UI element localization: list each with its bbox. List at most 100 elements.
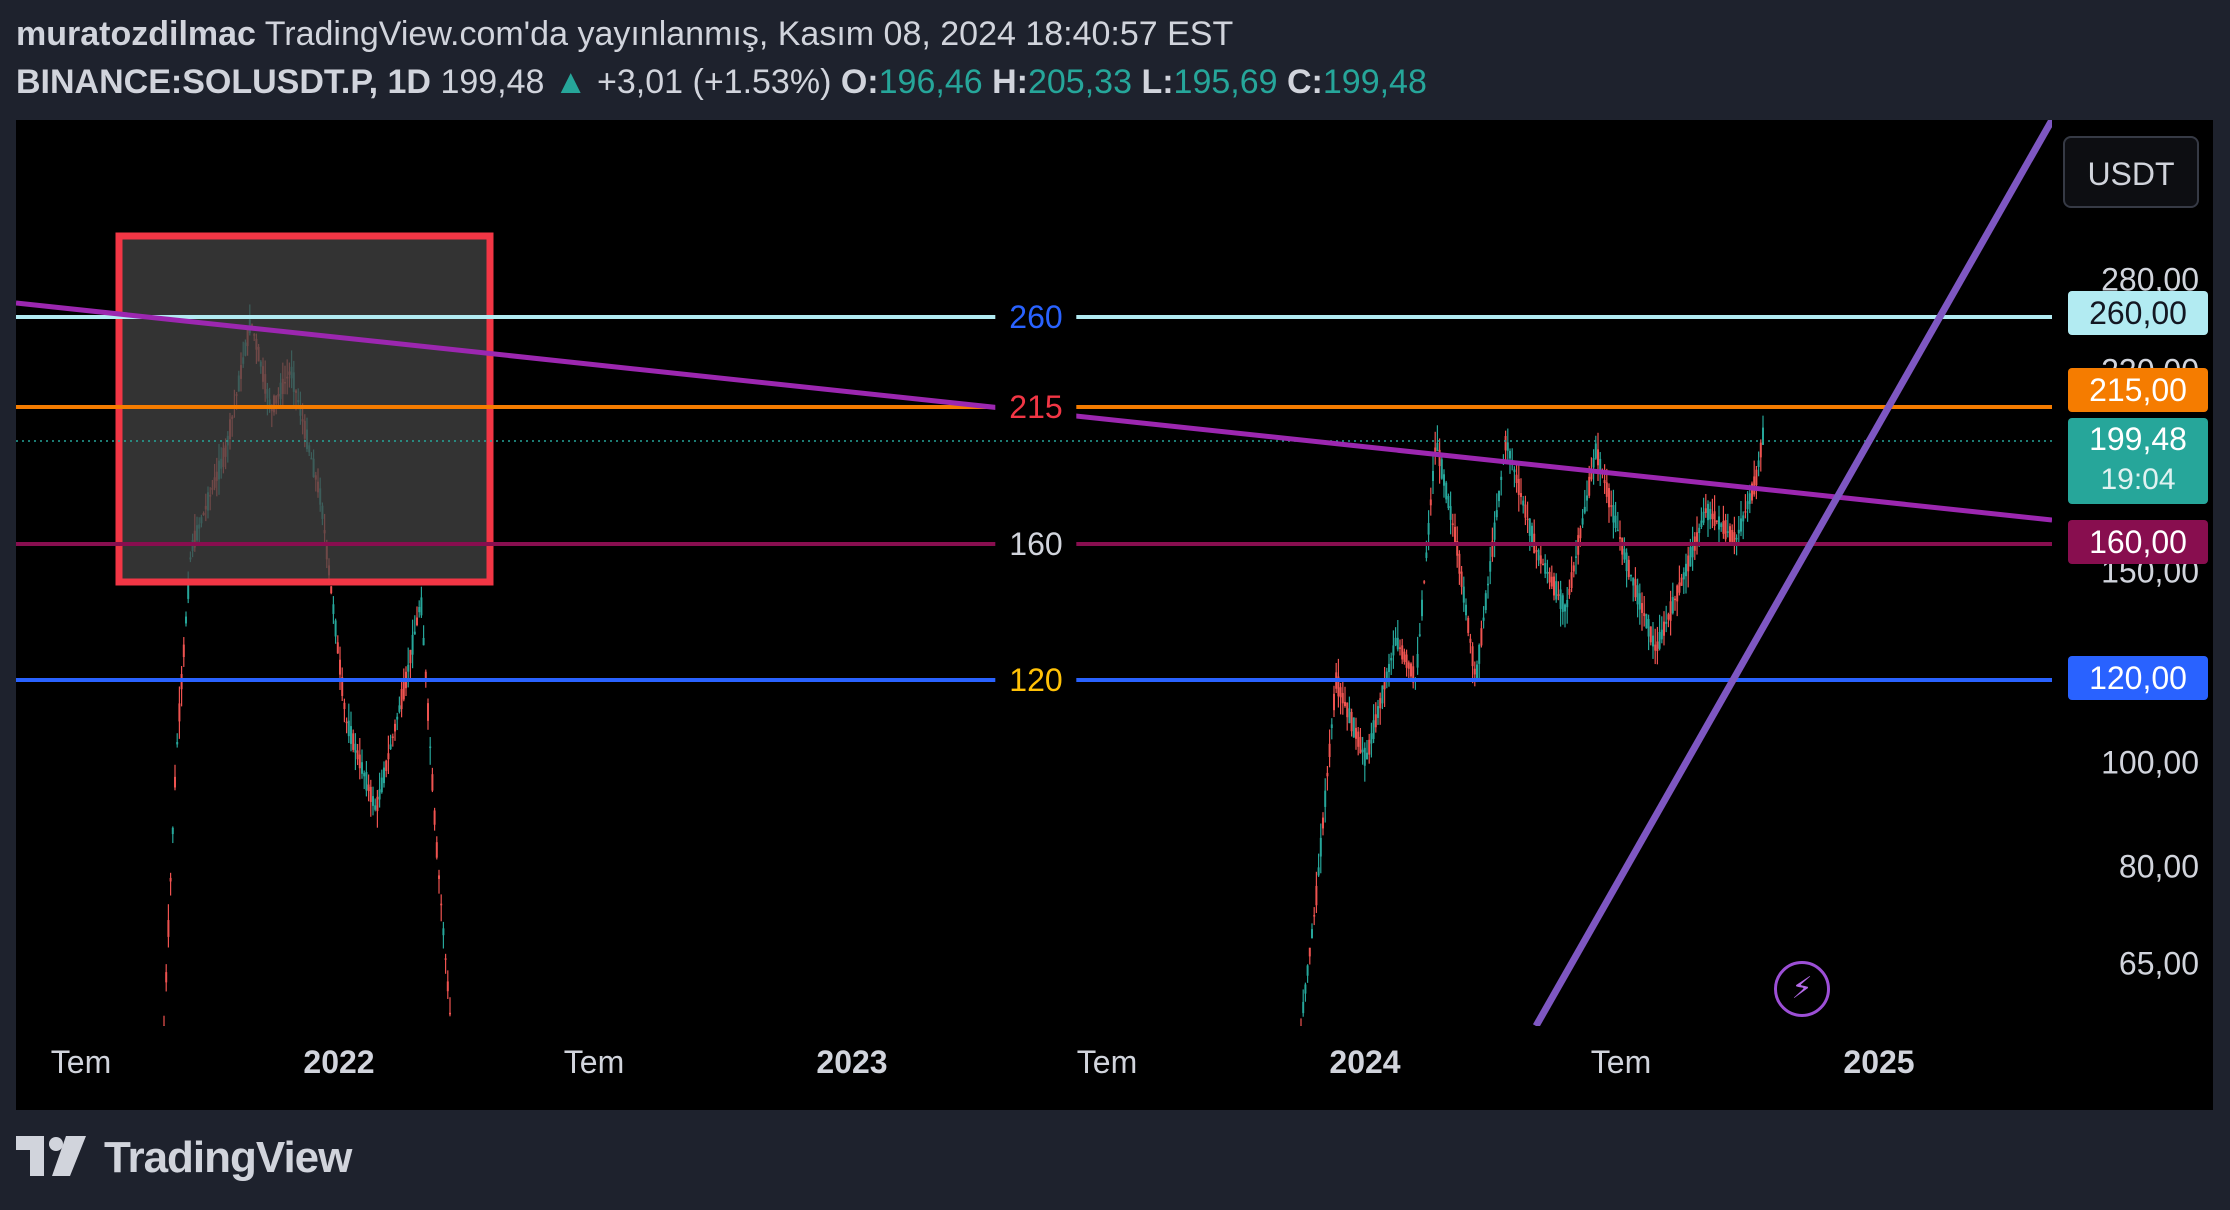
- candle-body: [343, 702, 346, 710]
- candle-body: [1484, 593, 1487, 611]
- plot-area[interactable]: 260 215 160 120: [16, 120, 2052, 1026]
- chart-area[interactable]: 260 215 160 120 280,00 230,00 150,00 100…: [16, 120, 2213, 1110]
- candle-body: [1500, 476, 1503, 480]
- candle-body: [1372, 720, 1375, 739]
- candle-body: [1429, 499, 1432, 506]
- candle-body: [422, 637, 425, 646]
- candle-body: [347, 720, 350, 737]
- candle-body: [427, 703, 429, 721]
- candle-body: [449, 1012, 451, 1015]
- currency-button[interactable]: USDT: [2063, 136, 2199, 208]
- candle-body: [1625, 552, 1628, 572]
- candle-body: [1337, 676, 1340, 697]
- candle-body: [358, 754, 361, 769]
- candle-body: [444, 958, 447, 960]
- candle-body: [1588, 476, 1591, 496]
- candle-body: [1328, 743, 1331, 757]
- candle-body: [1566, 600, 1569, 608]
- candle-body: [1357, 731, 1360, 747]
- author-name[interactable]: muratozdilmac: [16, 15, 256, 53]
- candle-body: [1399, 647, 1401, 649]
- candle-body: [339, 659, 341, 675]
- candle-body: [1590, 469, 1593, 480]
- candle-body: [1425, 552, 1428, 558]
- candle-body: [1412, 666, 1415, 683]
- candle-body: [1720, 523, 1723, 527]
- candle-body: [1608, 488, 1610, 508]
- candle-body: [411, 634, 414, 655]
- candle-body: [1656, 641, 1659, 652]
- candle-body: [1436, 442, 1439, 452]
- level-label-160: 160: [995, 526, 1077, 562]
- candle-body: [1641, 603, 1643, 613]
- lightning-icon[interactable]: ⚡: [1774, 961, 1830, 1017]
- candle-body: [418, 606, 421, 613]
- level-label-215: 215: [995, 389, 1077, 425]
- candle-body: [1638, 593, 1641, 610]
- time-axis[interactable]: Tem 2022 Tem 2023 Tem 2024 Tem 2025: [16, 1026, 2052, 1110]
- candle-body: [176, 741, 179, 745]
- publish-date: TradingView.com'da yayınlanmış, Kasım 08…: [255, 15, 1234, 53]
- candle-body: [1610, 505, 1613, 507]
- current-price-badge: 199,48 19:04: [2068, 418, 2208, 504]
- candle-body: [1458, 553, 1461, 574]
- candle-body: [372, 796, 374, 806]
- tradingview-logo: TradingView: [16, 1128, 352, 1188]
- candle-body: [1352, 717, 1355, 738]
- candle-body: [1493, 522, 1496, 540]
- candle-body: [1665, 621, 1668, 624]
- candle-body: [1599, 458, 1602, 472]
- price-plot[interactable]: [16, 120, 2052, 1026]
- candle-body: [1385, 671, 1388, 683]
- candle-body: [1733, 532, 1736, 545]
- candle-body: [1491, 540, 1494, 557]
- candle-body: [1603, 480, 1606, 484]
- candle-body: [185, 616, 187, 624]
- level-label-120: 120: [995, 662, 1077, 698]
- candle-body: [1315, 885, 1318, 906]
- candle-body: [1478, 644, 1481, 664]
- time-tick: Tem: [1590, 1044, 1652, 1080]
- candle-body: [178, 703, 181, 722]
- price-tick: 65,00: [2118, 945, 2199, 982]
- candle-body: [1658, 632, 1661, 649]
- candle-body: [356, 750, 359, 760]
- price-axis[interactable]: 280,00 230,00 150,00 100,00 80,00 65,00 …: [2052, 120, 2213, 1026]
- candle-body: [1564, 604, 1566, 612]
- tradingview-logo-icon: [16, 1136, 86, 1176]
- candle-body: [1678, 582, 1681, 593]
- candle-body: [1544, 563, 1547, 574]
- candle-body: [1498, 490, 1500, 502]
- ascending-trendline[interactable]: [1532, 120, 2052, 1026]
- candle-body: [391, 736, 394, 738]
- candle-body: [1632, 577, 1635, 586]
- candle-body: [1698, 527, 1701, 533]
- candle-body: [1476, 664, 1478, 680]
- current-price-label: 199,48: [2089, 421, 2187, 457]
- symbol-name[interactable]: BINANCE:SOLUSDT.P, 1D: [16, 63, 431, 101]
- candle-body: [1495, 510, 1498, 518]
- candle-body: [345, 721, 348, 724]
- candle-body: [1674, 598, 1676, 601]
- candle-body: [1605, 482, 1608, 497]
- time-tick: 2024: [1329, 1044, 1401, 1080]
- candle-body: [1645, 614, 1648, 629]
- candle-body: [1718, 516, 1720, 530]
- candle-body: [1735, 537, 1738, 540]
- candle-body: [424, 671, 427, 682]
- candle-body: [1471, 646, 1474, 667]
- candle-body: [1460, 571, 1463, 587]
- candle-body: [1370, 733, 1373, 744]
- candle-body: [1317, 867, 1320, 876]
- candle-body: [1515, 474, 1518, 484]
- candle-body: [1687, 555, 1690, 572]
- candle-body: [1700, 520, 1703, 528]
- candle-body: [1634, 579, 1637, 598]
- candle-body: [1396, 637, 1399, 650]
- symbol-info: BINANCE:SOLUSDT.P, 1D 199,48 ▲ +3,01 (+1…: [16, 58, 1427, 106]
- candle-body: [400, 689, 403, 710]
- price-label-120: 120,00: [2068, 656, 2208, 700]
- candle-body: [1480, 628, 1483, 646]
- candle-body: [1682, 572, 1685, 580]
- candle-body: [398, 705, 401, 712]
